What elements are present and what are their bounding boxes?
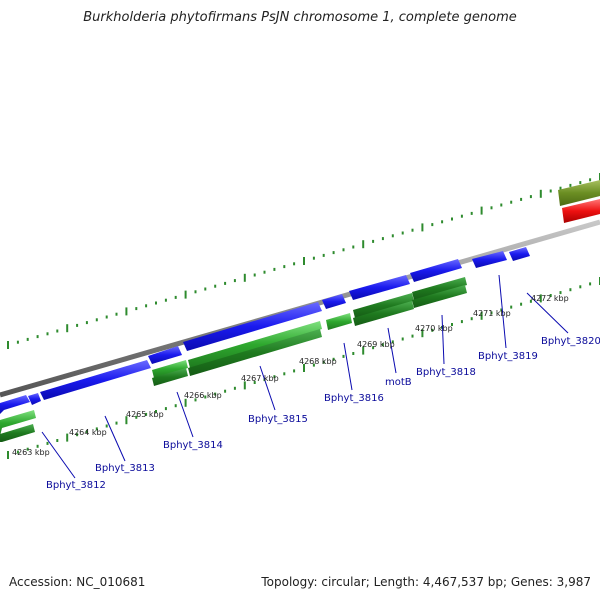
gene-arrow[interactable]: [0, 395, 30, 414]
lower-tick-row: [7, 277, 600, 459]
leader-lines: [41, 274, 569, 479]
gene-label[interactable]: motB: [385, 377, 412, 388]
leader-line: [498, 274, 507, 349]
gene-arrow[interactable]: [349, 275, 410, 300]
gene-arrow[interactable]: [410, 259, 462, 282]
cds-arrow[interactable]: [326, 313, 352, 330]
kbp-label: 4270 kbp: [415, 324, 453, 333]
gene-label[interactable]: Bphyt_3812: [46, 480, 106, 491]
feature-olive[interactable]: [558, 180, 600, 206]
leader-line: [176, 391, 194, 438]
cds-arrow[interactable]: [412, 277, 467, 300]
leader-line: [259, 365, 276, 411]
gene-arrow[interactable]: [148, 346, 182, 364]
leader-line: [41, 431, 76, 479]
kbp-label: 4272 kbp: [531, 294, 569, 303]
gene-labels: Bphyt_3812 Bphyt_3813 Bphyt_3814 Bphyt_3…: [46, 336, 600, 491]
cds-arrow[interactable]: [188, 329, 322, 376]
kbp-label: 4266 kbp: [184, 391, 222, 400]
gene-arrow[interactable]: [322, 294, 346, 309]
gene-label[interactable]: Bphyt_3818: [416, 367, 476, 378]
map-title: Burkholderia phytofirmans PsJN chromosom…: [83, 10, 517, 25]
cds-arrow[interactable]: [0, 424, 35, 442]
kbp-label: 4269 kbp: [357, 340, 395, 349]
gene-label[interactable]: Bphyt_3813: [95, 463, 155, 474]
gene-label[interactable]: Bphyt_3816: [324, 393, 384, 404]
gene-arrow[interactable]: [40, 360, 151, 400]
upper-tick-row: [7, 173, 600, 349]
genome-summary-text: Topology: circular; Length: 4,467,537 bp…: [261, 575, 591, 589]
kbp-label: 4271 kbp: [473, 309, 511, 318]
feature-red[interactable]: [562, 199, 600, 223]
leader-line: [441, 314, 445, 365]
gene-arrow[interactable]: [28, 393, 41, 405]
gene-arrow[interactable]: [509, 247, 530, 261]
leader-line: [387, 327, 397, 374]
leader-line: [343, 342, 353, 391]
kbp-label: 4263 kbp: [12, 448, 50, 457]
accession-text: Accession: NC_010681: [9, 575, 146, 589]
gene-arrow[interactable]: [183, 302, 322, 351]
gene-label[interactable]: Bphyt_3820: [541, 336, 600, 347]
cds-arrow[interactable]: [152, 368, 188, 386]
kbp-labels: 4263 kbp 4264 kbp 4265 kbp 4266 kbp 4267…: [12, 294, 569, 457]
leader-line: [526, 292, 569, 334]
gene-arrow[interactable]: [472, 251, 507, 268]
gene-label[interactable]: Bphyt_3815: [248, 414, 308, 425]
kbp-label: 4267 kbp: [241, 374, 279, 383]
kbp-label: 4265 kbp: [126, 410, 164, 419]
cds-arrow[interactable]: [353, 293, 414, 318]
gene-label[interactable]: Bphyt_3814: [163, 440, 223, 451]
cds-arrow[interactable]: [152, 360, 188, 378]
cds-arrow[interactable]: [353, 301, 414, 326]
gene-label[interactable]: Bphyt_3819: [478, 351, 538, 362]
cds-arrow[interactable]: [0, 410, 36, 436]
kbp-label: 4268 kbp: [299, 357, 337, 366]
forward-genes: [0, 247, 530, 414]
cds-arrow[interactable]: [188, 321, 322, 368]
cds-arrow[interactable]: [412, 285, 467, 308]
leader-line: [104, 415, 126, 462]
kbp-label: 4264 kbp: [69, 428, 107, 437]
cds-genes: [0, 277, 467, 442]
